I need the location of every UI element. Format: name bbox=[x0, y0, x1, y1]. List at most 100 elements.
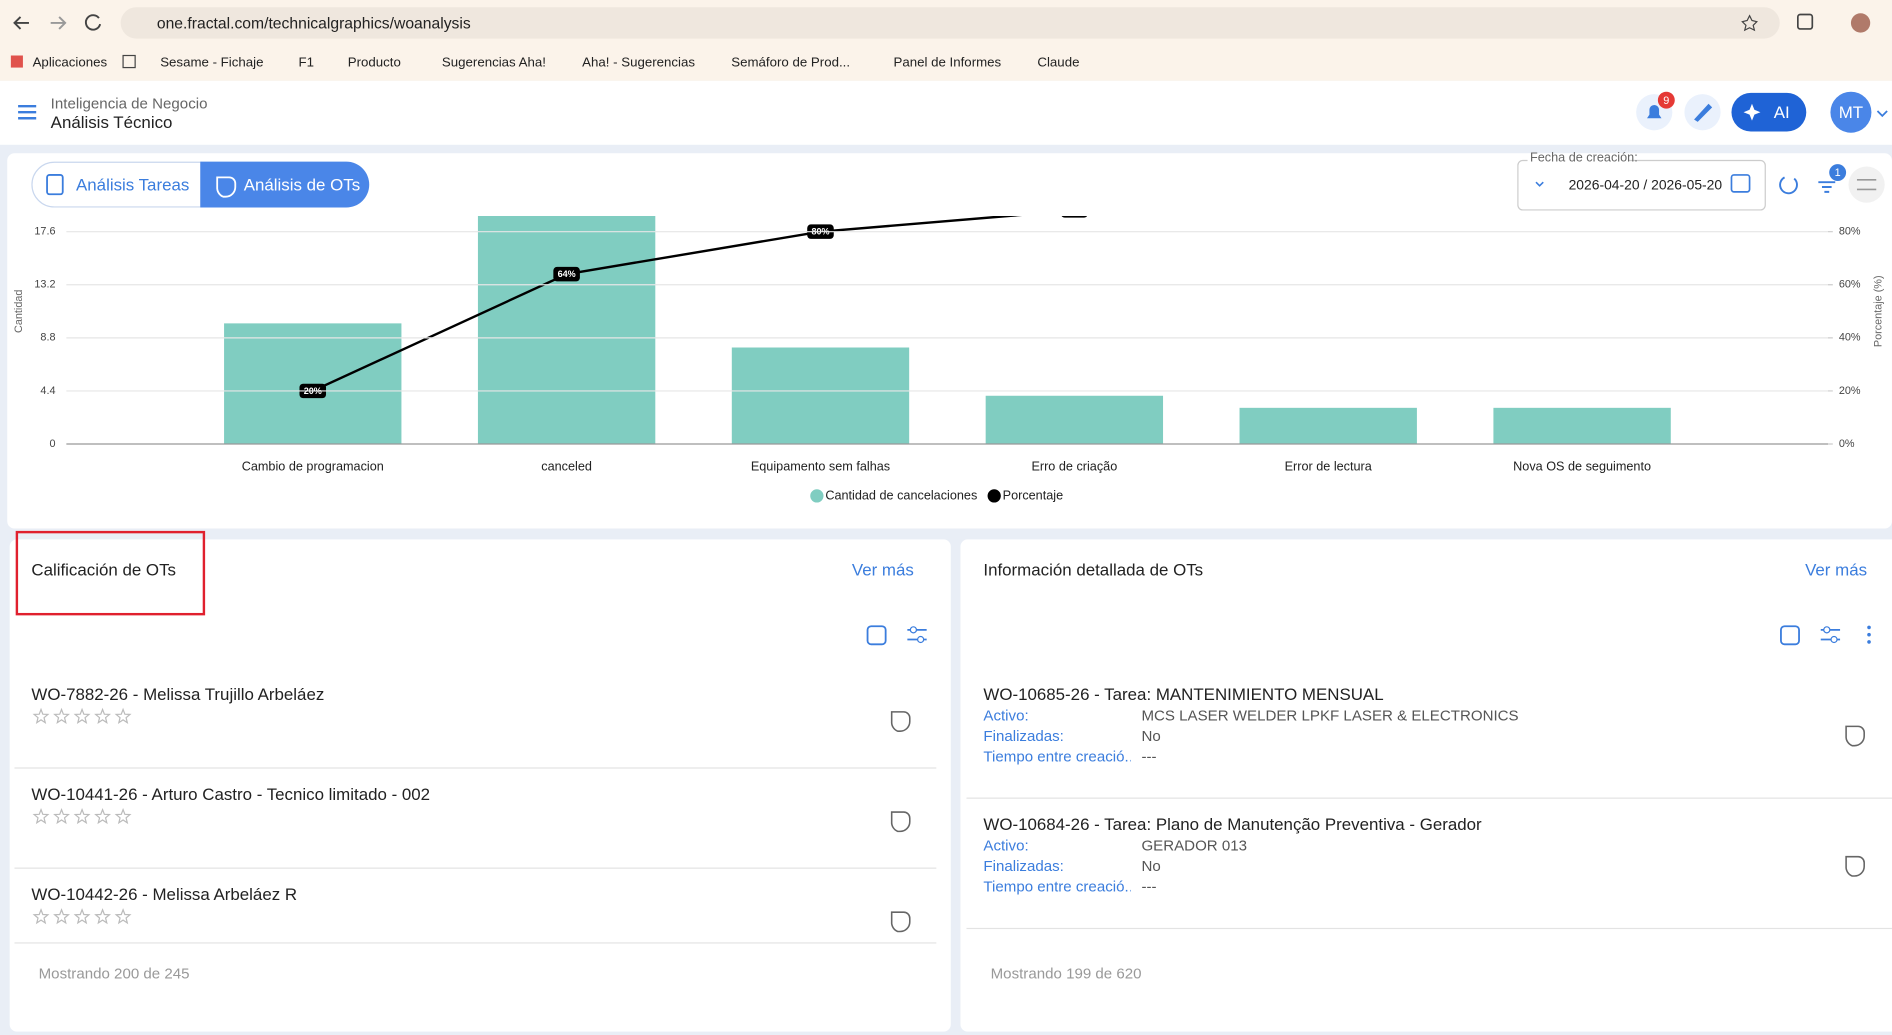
point-label-bg bbox=[1569, 171, 1596, 185]
separator bbox=[14, 942, 937, 944]
field-label: Activo: bbox=[983, 837, 1029, 855]
ot-item[interactable]: WO-7882-26 - Melissa Trujillo Arbeláez bbox=[31, 684, 325, 704]
rating-star bbox=[73, 707, 91, 724]
point-label: 100% bbox=[1571, 174, 1594, 184]
rating-star bbox=[32, 807, 50, 825]
ot-item[interactable]: WO-10441-26 - Arturo Castro - Tecnico li… bbox=[31, 784, 431, 804]
rating-star bbox=[53, 807, 70, 825]
tab-ots-bg[interactable] bbox=[200, 161, 370, 208]
bookmark[interactable]: Semáforo de Prod... bbox=[731, 55, 851, 70]
legend-swatch bbox=[810, 489, 824, 503]
see-more[interactable]: Ver más bbox=[851, 559, 914, 580]
bar bbox=[985, 395, 1164, 445]
x-tick-label: Equipamento sem falhas bbox=[751, 459, 890, 473]
bookmark[interactable]: F1 bbox=[298, 55, 314, 70]
rating-star bbox=[114, 707, 132, 724]
ot-icon bbox=[1845, 855, 1865, 877]
legend-label: Porcentaje bbox=[1003, 488, 1064, 502]
field-label: Finalizadas: bbox=[983, 857, 1064, 875]
bookmark[interactable]: Sesame - Fichaje bbox=[160, 55, 264, 70]
x-tick-label: Error de lectura bbox=[1285, 459, 1373, 473]
separator bbox=[966, 927, 1892, 930]
rating-star bbox=[32, 707, 50, 724]
bookmark[interactable]: Aplicaciones bbox=[32, 55, 108, 70]
point-label-bg bbox=[1061, 215, 1088, 218]
notification-badge: 9 bbox=[1663, 94, 1670, 107]
legend-label: Cantidad de cancelaciones bbox=[825, 488, 977, 502]
tab-tareas[interactable]: Análisis Tareas bbox=[76, 174, 190, 195]
rating-star bbox=[94, 807, 112, 825]
field-label: Finalizadas: bbox=[983, 727, 1064, 745]
x-tick-label: Nova OS de seguimento bbox=[1513, 459, 1651, 473]
point-label: 64% bbox=[558, 269, 576, 279]
url[interactable]: one.fractal.com/technicalgraphics/woanal… bbox=[156, 13, 471, 32]
rating-star bbox=[73, 908, 91, 925]
y-tick-label: 17.6 bbox=[34, 226, 55, 238]
footer: Mostrando 199 de 620 bbox=[990, 965, 1142, 983]
ot-item-title[interactable]: WO-10685-26 - Tarea: MANTENIMIENTO MENSU… bbox=[983, 684, 1384, 704]
tab-ots[interactable]: Análisis de OTs bbox=[243, 174, 361, 195]
y2-tick-label: 20% bbox=[1839, 385, 1861, 397]
y-tick-label: 4.4 bbox=[40, 385, 55, 397]
rating-star bbox=[53, 908, 70, 925]
header-icons bbox=[18, 91, 1888, 133]
separator bbox=[14, 767, 937, 769]
filter-badge: 1 bbox=[1834, 166, 1841, 179]
ot-item[interactable]: WO-10442-26 - Melissa Arbeláez R bbox=[31, 884, 298, 904]
plot-area: 20%64%80%88%94%100% bbox=[224, 171, 1671, 445]
bar bbox=[1493, 407, 1671, 445]
field-value: No bbox=[1141, 857, 1161, 875]
field-label: Tiempo entre creació... bbox=[983, 878, 1131, 896]
panel-title: Información detallada de OTs bbox=[983, 559, 1204, 580]
field-value: No bbox=[1141, 727, 1161, 745]
separator bbox=[966, 797, 1892, 799]
see-more[interactable]: Ver más bbox=[1805, 559, 1868, 580]
page-title: Análisis Técnico bbox=[50, 112, 173, 132]
rating-star bbox=[114, 807, 132, 825]
y2-tick-label: 60% bbox=[1839, 279, 1861, 291]
section-name: Inteligencia de Negocio bbox=[50, 95, 208, 113]
ot-item-title[interactable]: WO-10684-26 - Tarea: Plano de Manutenção… bbox=[983, 814, 1482, 834]
bookmark[interactable]: Aha! - Sugerencias bbox=[582, 55, 696, 70]
app-header bbox=[0, 80, 1892, 145]
ot-icon bbox=[890, 811, 911, 833]
bookmark[interactable]: Sugerencias Aha! bbox=[441, 55, 546, 70]
rating-star bbox=[94, 908, 112, 925]
avatar[interactable]: MT bbox=[1838, 102, 1864, 122]
bookmark[interactable]: Claude bbox=[1037, 55, 1080, 70]
field-label: Activo: bbox=[983, 707, 1029, 724]
ot-icon bbox=[890, 911, 911, 933]
rating-star bbox=[114, 908, 132, 925]
legend-swatch bbox=[987, 489, 1001, 503]
date-range[interactable]: 2026-04-20 / 2026-05-20 bbox=[1568, 178, 1723, 194]
y-axis-title: Cantidad bbox=[13, 290, 25, 333]
field-value: GERADOR 013 bbox=[1141, 837, 1248, 855]
panel-title: Calificación de OTs bbox=[31, 559, 176, 580]
y2-axis-title: Porcentaje (%) bbox=[1873, 275, 1885, 347]
point-label-bg bbox=[1315, 187, 1342, 201]
rating-star bbox=[73, 807, 91, 825]
y-tick-label: 0 bbox=[49, 438, 55, 450]
ot-icon bbox=[1845, 725, 1865, 747]
highlight-box bbox=[15, 530, 206, 616]
y2-tick-label: 0% bbox=[1839, 438, 1855, 450]
y2-tick-label: 40% bbox=[1839, 332, 1861, 344]
bookmarks-bar: Aplicaciones Sesame - Fichaje F1 Producto Su… bbox=[33, 56, 1097, 70]
x-tick-label: Cambio de programacion bbox=[242, 459, 384, 473]
chart: 20%64%80%88%94%100% 04.48.813.217.60%20%… bbox=[13, 171, 1885, 503]
bookmark[interactable]: Producto bbox=[347, 55, 401, 70]
field-label: Tiempo entre creació... bbox=[983, 748, 1131, 765]
separator bbox=[14, 867, 937, 869]
tab-tareas-bg[interactable] bbox=[31, 161, 202, 208]
y2-tick-label: 80% bbox=[1839, 226, 1861, 238]
panel-icons bbox=[32, 625, 1871, 933]
footer: Mostrando 200 de 245 bbox=[38, 965, 190, 983]
date-label: Fecha de creación: bbox=[1529, 150, 1638, 166]
toolbar-icons bbox=[46, 153, 1885, 211]
ai-button[interactable]: AI bbox=[1773, 102, 1790, 122]
bookmark[interactable]: Panel de Informes bbox=[893, 55, 1002, 70]
rating-star bbox=[53, 707, 70, 724]
field-value: --- bbox=[1141, 878, 1157, 896]
